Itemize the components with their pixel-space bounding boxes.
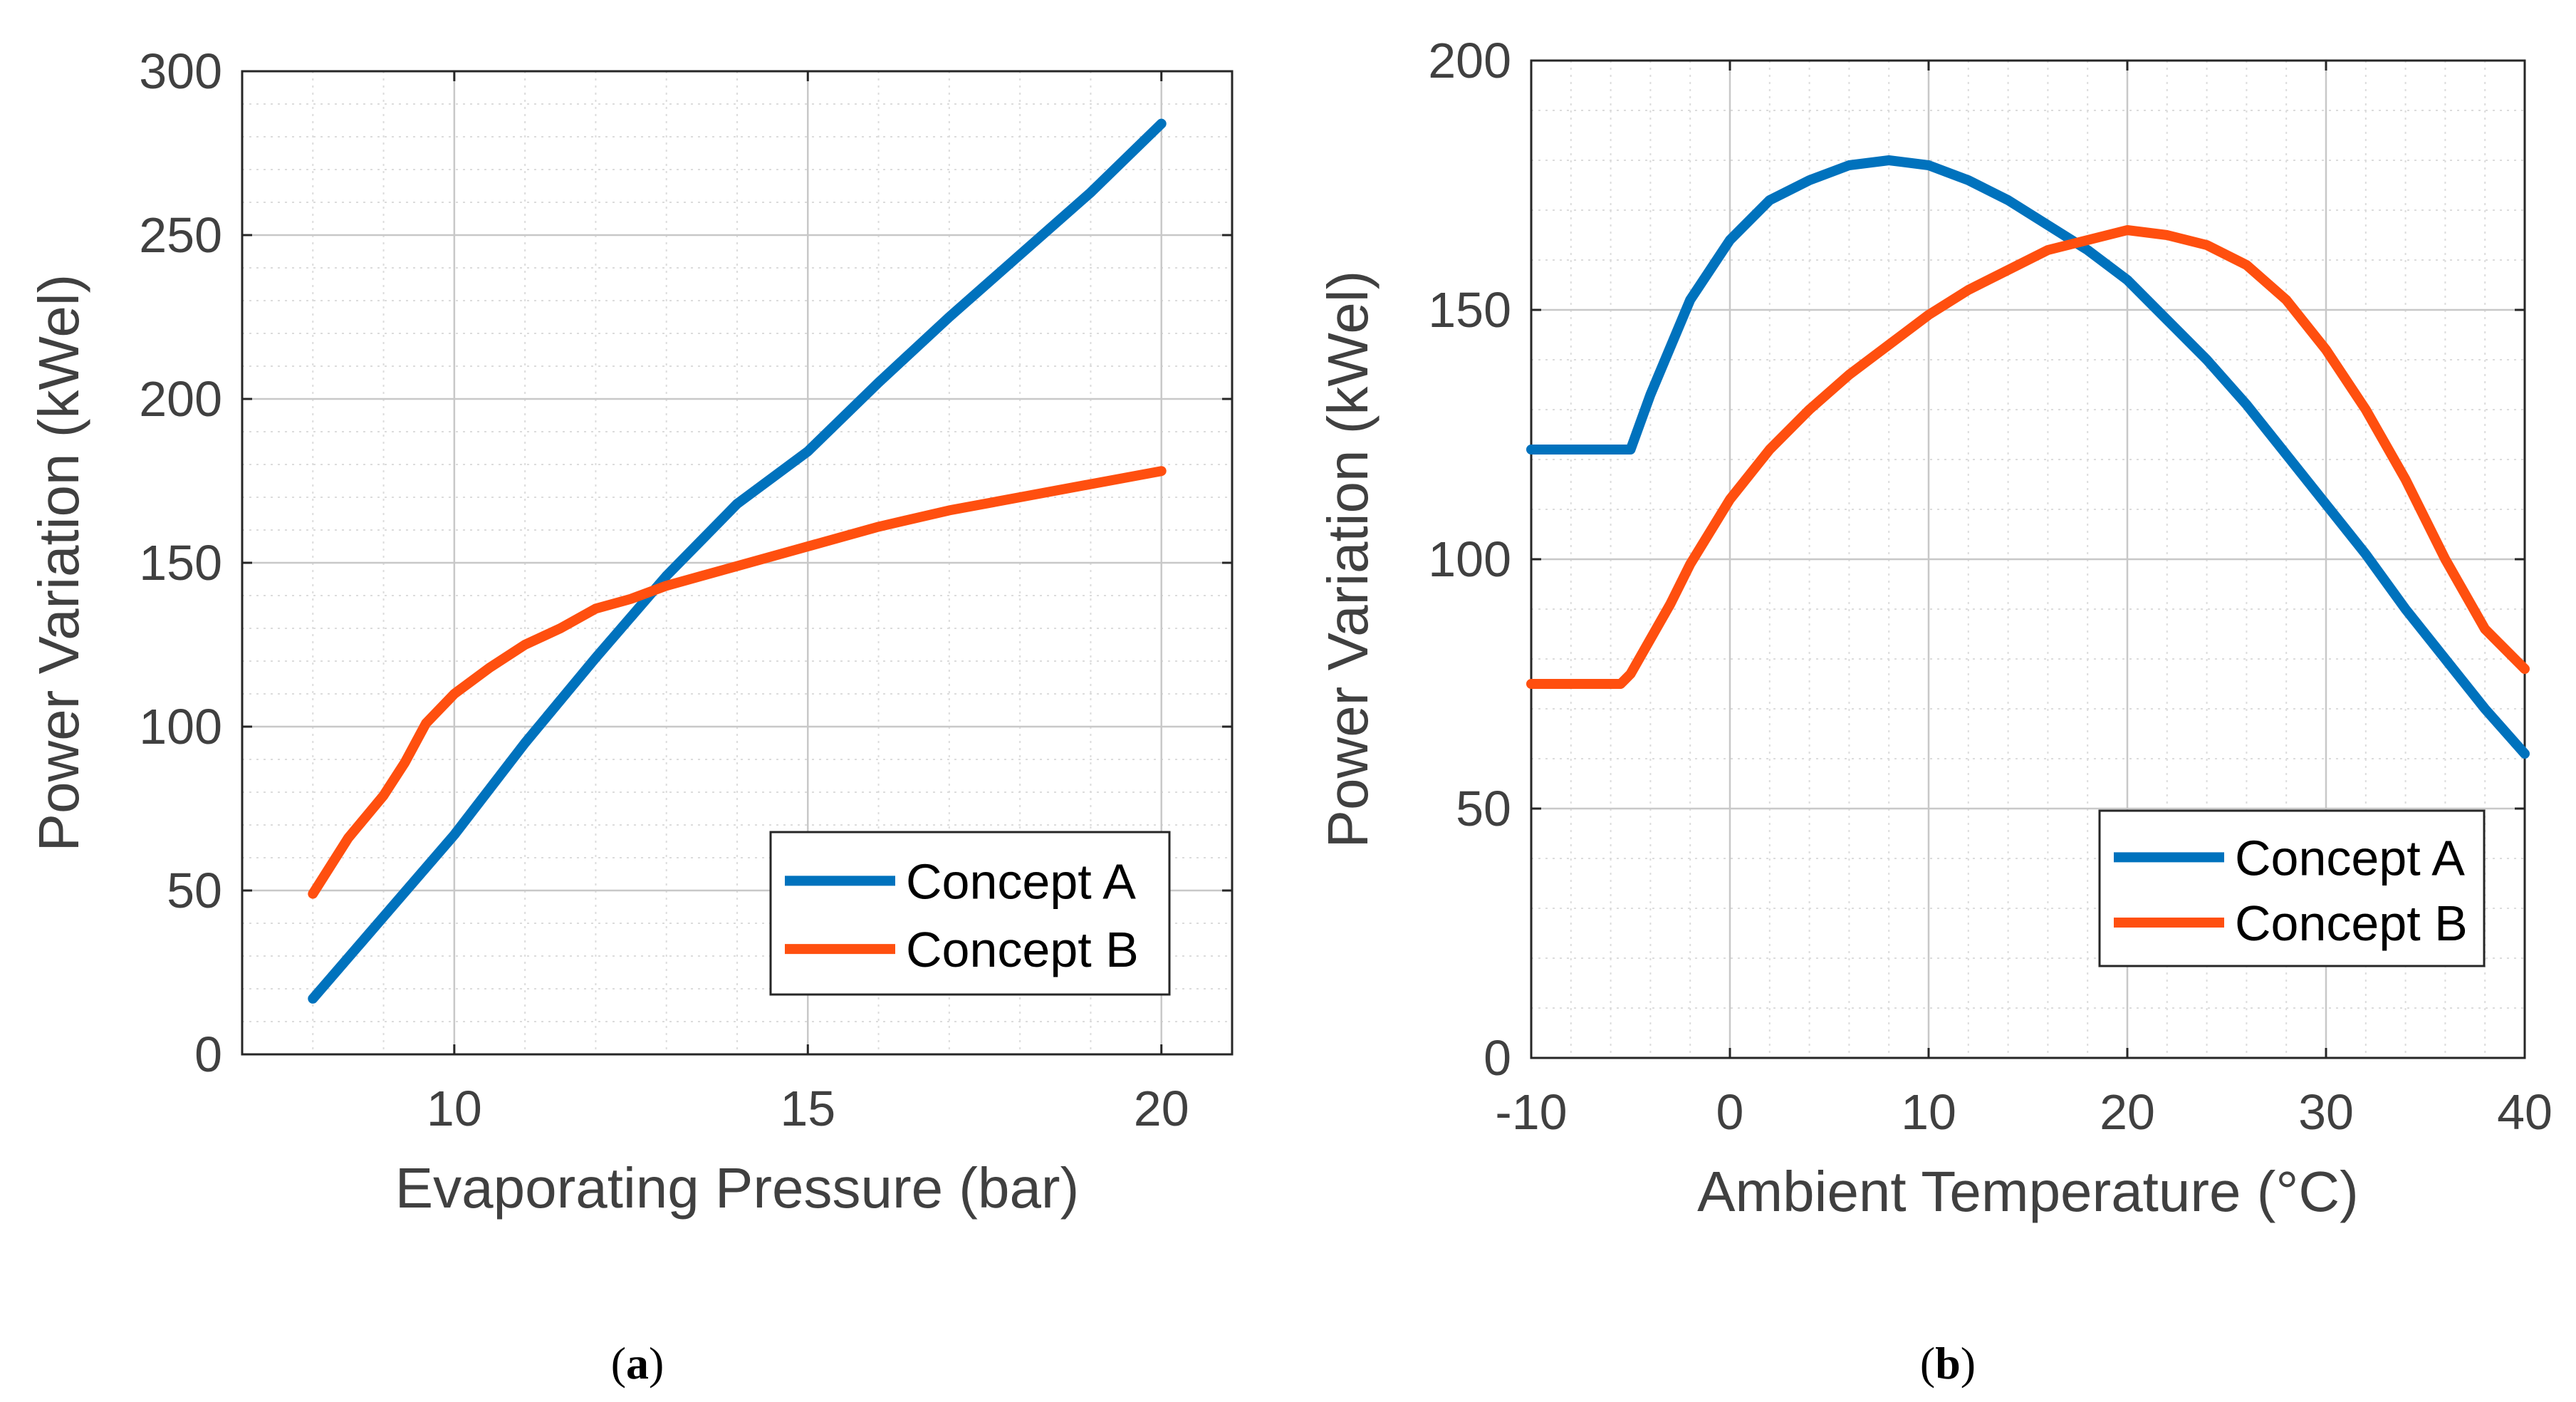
y-tick-label: 200 — [1428, 33, 1511, 88]
legend: Concept A Concept B — [769, 831, 1171, 996]
x-tick-label: -10 — [1495, 1084, 1567, 1140]
y-axis-label: Power Variation (kWel) — [27, 274, 90, 852]
y-tick-label: 0 — [194, 1027, 222, 1082]
series-line-concept-b — [308, 466, 1167, 899]
y-axis-label: Power Variation (kWel) — [1316, 271, 1380, 848]
x-tick-label: 30 — [2298, 1084, 2354, 1140]
legend-box — [769, 831, 1171, 996]
y-tick-label: 200 — [139, 371, 222, 427]
x-axis-label: Evaporating Pressure (bar) — [395, 1156, 1079, 1220]
y-tick-label: 300 — [139, 43, 222, 99]
legend-label-concept-b: Concept B — [906, 922, 1139, 977]
caption-b-letter: b — [1935, 1338, 1961, 1388]
y-tick-label: 250 — [139, 207, 222, 263]
y-tick-label: 100 — [139, 699, 222, 754]
legend: Concept A Concept B — [2098, 809, 2486, 967]
y-tick-label: 50 — [167, 863, 222, 918]
series-line-concept-b — [1526, 225, 2530, 689]
caption-b: (b) — [1920, 1338, 1976, 1388]
y-tick-label: 150 — [139, 535, 222, 591]
legend-label-concept-a: Concept A — [906, 853, 1136, 909]
legend-label-concept-b: Concept B — [2235, 895, 2468, 951]
y-tick-label: 0 — [1483, 1030, 1511, 1086]
series-line-concept-a — [308, 118, 1167, 1004]
series-line-concept-a — [1526, 155, 2530, 759]
y-tick-label: 50 — [1456, 781, 1511, 836]
caption-a: (a) — [611, 1338, 664, 1388]
legend-label-concept-a: Concept A — [2235, 830, 2465, 886]
x-axis-label: Ambient Temperature (°C) — [1697, 1160, 2359, 1223]
caption-a-letter: a — [626, 1338, 649, 1388]
x-tick-label: 20 — [2100, 1084, 2155, 1140]
x-tick-label: 20 — [1134, 1081, 1189, 1136]
x-tick-label: 10 — [1901, 1084, 1956, 1140]
y-tick-label: 100 — [1428, 531, 1511, 587]
x-tick-label: 40 — [2497, 1084, 2552, 1140]
x-tick-label: 0 — [1716, 1084, 1744, 1140]
x-tick-label: 10 — [427, 1081, 482, 1136]
y-tick-label: 150 — [1428, 282, 1511, 338]
legend-box — [2098, 809, 2486, 967]
x-tick-label: 15 — [780, 1081, 835, 1136]
